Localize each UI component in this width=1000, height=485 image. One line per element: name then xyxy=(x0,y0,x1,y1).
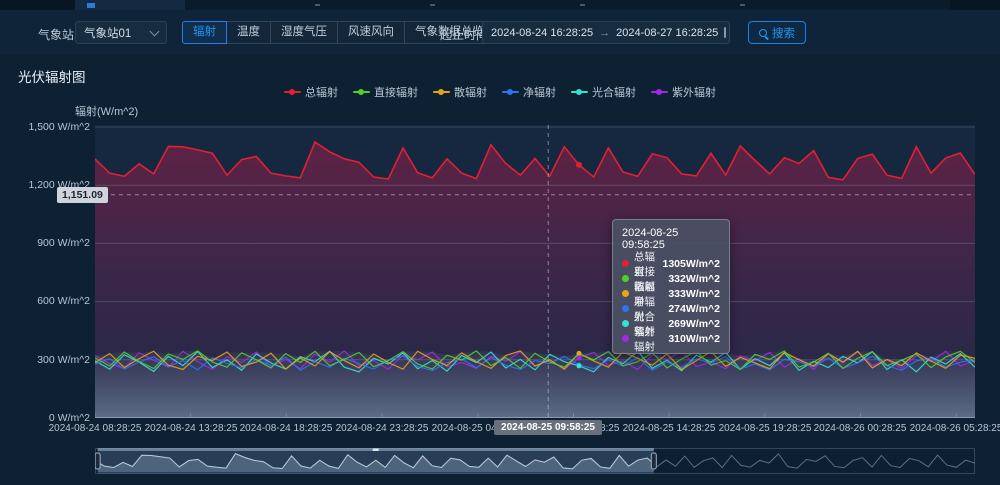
top-nav-mark xyxy=(430,4,435,6)
legend-item-photosynthetic[interactable]: 光合辐射 xyxy=(571,84,636,100)
chart-legend: 总辐射 直接辐射 散辐射 净辐射 光合辐射 紫外辐射 xyxy=(0,84,1000,100)
hover-dot-总辐射 xyxy=(576,162,582,168)
tooltip-title: 2024-08-25 09:58:25 xyxy=(622,227,720,251)
station-select-value: 气象站01 xyxy=(84,25,151,41)
legend-marker xyxy=(651,88,668,96)
x-tick-label: 2024-08-25 19:28:25 xyxy=(719,423,812,434)
series-dot-icon xyxy=(622,260,629,267)
top-nav-tab-icon xyxy=(87,3,95,8)
legend-item-direct[interactable]: 直接辐射 xyxy=(353,84,418,100)
slider-handle-right[interactable] xyxy=(651,453,656,469)
chevron-down-icon xyxy=(150,26,160,36)
x-tick-label: 2024-08-26 05:28:25 xyxy=(910,423,1000,434)
hover-dot-紫外辐射 xyxy=(577,355,582,360)
chart-tooltip: 2024-08-25 09:58:25 总辐射1305W/m^2 直接辐射332… xyxy=(612,219,730,354)
calendar-icon[interactable] xyxy=(724,27,726,38)
series-dot-icon xyxy=(622,320,629,327)
top-nav-mark xyxy=(740,4,745,6)
top-nav-strip xyxy=(0,0,1000,10)
time-range-label: 起止时间 xyxy=(440,26,488,43)
legend-marker xyxy=(353,88,370,96)
legend-item-diffuse[interactable]: 散辐射 xyxy=(433,84,487,100)
y-tick-label: 1,500 W/m^2 xyxy=(5,121,90,133)
x-tick-label: 2024-08-24 18:28:25 xyxy=(240,423,333,434)
legend-marker xyxy=(502,88,519,96)
tab-temperature[interactable]: 温度 xyxy=(226,21,271,44)
toolbar: 气象站 气象站01 辐射 温度 湿度气压 风速风向 气象数据总览 起止时间 20… xyxy=(0,10,1000,55)
datazoom-slider[interactable] xyxy=(95,446,975,478)
tab-wind[interactable]: 风速风向 xyxy=(337,21,405,44)
tooltip-row: 紫外辐射310W/m^2 xyxy=(622,331,720,346)
top-nav-panel xyxy=(185,0,950,10)
legend-marker xyxy=(284,88,301,96)
tab-humidity-pressure[interactable]: 湿度气压 xyxy=(270,21,338,44)
x-tick-label: 2024-08-25 14:28:25 xyxy=(623,423,716,434)
legend-item-net[interactable]: 净辐射 xyxy=(502,84,556,100)
line-chart-canvas[interactable] xyxy=(95,125,975,418)
legend-item-uv[interactable]: 紫外辐射 xyxy=(651,84,716,100)
top-nav-mark xyxy=(580,4,585,6)
axis-pointer-y-label: 1,151.09 xyxy=(57,187,108,203)
y-tick-label: 300 W/m^2 xyxy=(5,354,90,366)
end-date-value[interactable]: 2024-08-27 16:28:25 xyxy=(616,27,718,39)
date-range-picker[interactable]: 2024-08-24 16:28:25 → 2024-08-27 16:28:2… xyxy=(482,21,730,44)
legend-item-total[interactable]: 总辐射 xyxy=(284,84,338,100)
search-icon xyxy=(759,29,767,37)
tab-radiation[interactable]: 辐射 xyxy=(182,21,227,44)
start-date-value[interactable]: 2024-08-24 16:28:25 xyxy=(491,27,593,39)
x-tick-label: 2024-08-24 13:28:25 xyxy=(145,423,238,434)
y-axis-title: 辐射(W/m^2) xyxy=(75,103,138,119)
hover-dot-散辐射 xyxy=(577,351,582,356)
series-dot-icon xyxy=(622,290,629,297)
x-tick-label: 2024-08-24 08:28:25 xyxy=(49,423,142,434)
slider-move-grip[interactable] xyxy=(373,449,379,452)
top-nav-mark xyxy=(315,4,320,6)
series-dot-icon xyxy=(622,335,629,342)
page-title: 光伏辐射图 xyxy=(18,66,86,86)
y-tick-label: 900 W/m^2 xyxy=(5,237,90,249)
x-tick-label: 2024-08-26 00:28:25 xyxy=(814,423,907,434)
search-button-label: 搜索 xyxy=(772,25,795,41)
station-select[interactable]: 气象站01 xyxy=(75,21,167,44)
legend-marker xyxy=(433,88,450,96)
range-arrow-icon: → xyxy=(599,27,610,39)
station-label: 气象站 xyxy=(38,26,74,43)
slider-handle-left[interactable] xyxy=(95,453,100,469)
series-dot-icon xyxy=(622,275,629,282)
series-dot-icon xyxy=(622,305,629,312)
legend-marker xyxy=(571,88,588,96)
search-button[interactable]: 搜索 xyxy=(748,21,806,44)
x-tick-label: 2024-08-24 23:28:25 xyxy=(336,423,429,434)
y-tick-label: 600 W/m^2 xyxy=(5,295,90,307)
hover-dot-光合辐射 xyxy=(577,363,582,368)
axis-pointer-x-label: 2024-08-25 09:58:25 xyxy=(494,420,602,435)
